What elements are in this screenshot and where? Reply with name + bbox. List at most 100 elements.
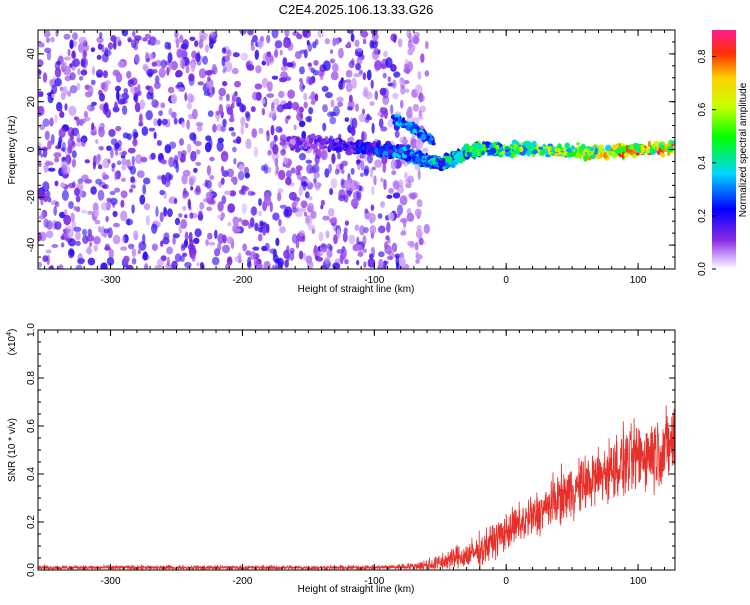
- noise-cell: [40, 198, 44, 206]
- noise-cell: [121, 105, 128, 115]
- noise-cell: [284, 259, 289, 268]
- noise-cell: [355, 62, 361, 71]
- signal-cell: [341, 145, 347, 151]
- noise-cell: [333, 234, 338, 245]
- signal-cell: [580, 145, 586, 150]
- signal-cell: [378, 147, 384, 155]
- noise-cell: [244, 122, 249, 129]
- noise-cell: [182, 205, 187, 211]
- noise-cell: [275, 237, 280, 247]
- noise-cell: [56, 60, 61, 66]
- noise-cell: [344, 220, 349, 226]
- noise-cell: [224, 190, 231, 195]
- noise-cell: [121, 158, 128, 166]
- noise-cell: [76, 206, 81, 213]
- noise-cell: [322, 60, 331, 71]
- noise-cell: [247, 190, 251, 196]
- noise-cell: [81, 58, 86, 66]
- noise-cell: [38, 59, 44, 67]
- noise-cell: [272, 212, 280, 221]
- signal-cell: [403, 150, 411, 155]
- noise-cell: [127, 38, 132, 43]
- noise-cell: [166, 246, 174, 255]
- noise-cell: [417, 116, 424, 121]
- noise-cell: [291, 101, 300, 111]
- noise-cell: [303, 252, 307, 261]
- noise-cell: [378, 251, 385, 258]
- signal-cell: [334, 138, 340, 143]
- noise-cell: [168, 173, 174, 181]
- noise-cell: [67, 144, 73, 154]
- noise-cell: [103, 102, 109, 113]
- noise-cell: [132, 128, 138, 140]
- signal-cell: [385, 144, 389, 152]
- noise-cell: [111, 162, 116, 168]
- noise-cell: [96, 36, 104, 44]
- noise-cell: [322, 104, 328, 113]
- signal-cell: [606, 150, 610, 157]
- noise-cell: [314, 93, 319, 102]
- noise-cell: [145, 215, 150, 226]
- noise-cell: [130, 176, 136, 183]
- noise-cell: [278, 90, 285, 99]
- noise-cell: [258, 127, 264, 135]
- noise-cell: [388, 250, 394, 260]
- noise-cell: [298, 152, 307, 161]
- noise-cell: [308, 196, 313, 201]
- noise-cell: [76, 132, 81, 142]
- noise-cell: [299, 49, 306, 54]
- noise-cell: [53, 152, 62, 158]
- noise-cell: [362, 235, 367, 246]
- noise-cell: [240, 116, 246, 127]
- noise-cell: [287, 89, 295, 99]
- noise-cell: [39, 124, 46, 130]
- noise-cell: [259, 220, 264, 227]
- noise-cell: [114, 142, 120, 150]
- noise-cell: [298, 185, 303, 197]
- noise-cell: [334, 168, 340, 175]
- noise-cell: [103, 184, 109, 189]
- signal-cell: [514, 149, 520, 155]
- noise-cell: [182, 252, 188, 257]
- signal-cell: [576, 142, 580, 146]
- noise-cell: [115, 71, 120, 78]
- snr-x-axis-label: Height of straight line (km): [298, 584, 415, 595]
- noise-cell: [283, 208, 289, 218]
- noise-cell: [413, 36, 419, 45]
- signal-cell: [285, 136, 291, 142]
- noise-cell: [82, 228, 87, 236]
- noise-cell: [54, 221, 62, 230]
- noise-cell: [273, 98, 280, 106]
- signal-cell: [496, 144, 500, 150]
- noise-cell: [131, 248, 136, 258]
- noise-cell: [112, 234, 121, 245]
- noise-cell: [250, 206, 258, 216]
- noise-cell: [305, 159, 313, 164]
- noise-cell: [407, 240, 415, 247]
- noise-cell: [206, 206, 213, 211]
- noise-cell: [76, 82, 81, 91]
- noise-cell: [240, 104, 247, 113]
- noise-cell: [44, 130, 50, 141]
- noise-cell: [45, 230, 54, 239]
- noise-cell: [303, 101, 308, 109]
- noise-cell: [336, 249, 344, 254]
- noise-cell: [87, 85, 94, 96]
- signal-cell: [445, 155, 453, 163]
- heatmap-y-axis-label: Frequency (Hz): [7, 116, 18, 185]
- noise-cell: [154, 39, 161, 45]
- noise-cell: [279, 226, 286, 234]
- noise-cell: [154, 81, 161, 90]
- signal-cell: [578, 152, 582, 159]
- noise-cell: [47, 140, 52, 150]
- noise-cell: [247, 256, 252, 268]
- noise-cell: [360, 30, 368, 38]
- noise-cell: [416, 224, 422, 231]
- noise-cell: [192, 108, 198, 120]
- noise-cell: [83, 110, 88, 118]
- heatmap-y-tick-label: 0: [26, 146, 37, 152]
- noise-cell: [374, 159, 383, 168]
- noise-cell: [314, 38, 319, 45]
- noise-cell: [387, 76, 392, 83]
- noise-cell: [191, 254, 196, 262]
